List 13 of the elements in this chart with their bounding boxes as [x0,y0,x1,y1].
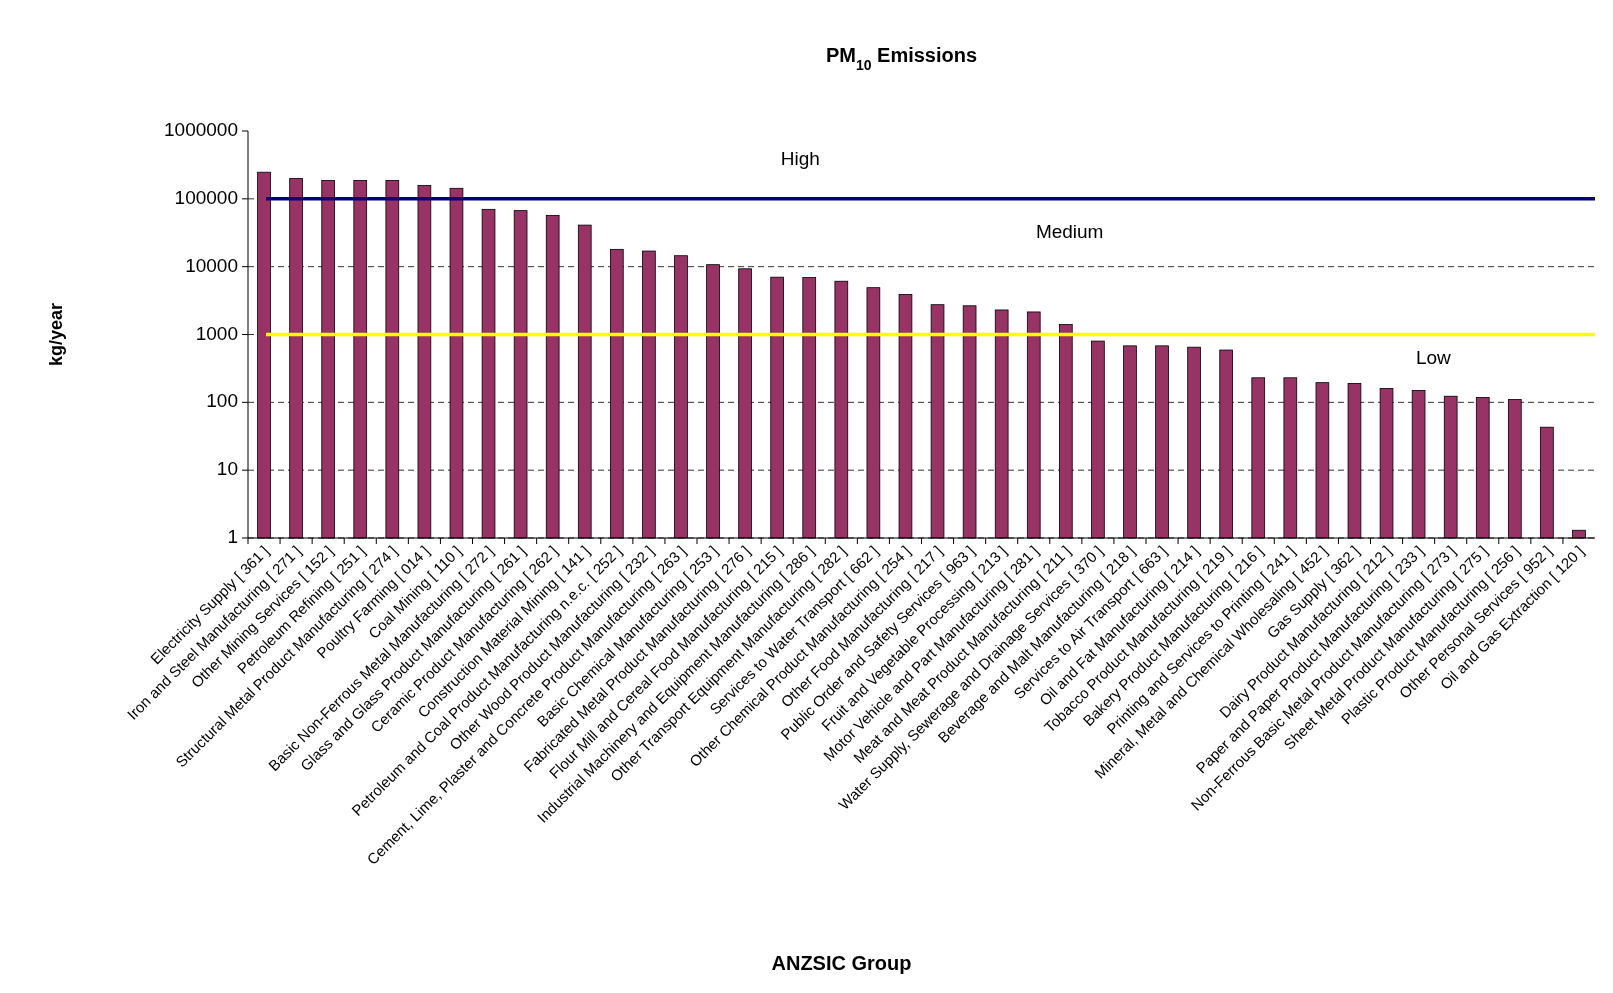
y-axis-title: kg/year [46,302,66,367]
annotation: Low [1415,346,1452,368]
y-tick-label: 1000000 [164,119,238,141]
annotation: High [780,147,820,169]
y-tick-label: 100000 [174,186,238,208]
y-tick-label: 10000 [185,254,238,276]
y-tick-label: 1 [227,526,238,548]
y-tick-label: 100 [206,390,238,412]
chart-title: PM$_{10}$ Emissions [825,44,978,73]
annotation: Medium [1035,220,1104,242]
y-tick-label: 10 [216,458,238,480]
y-tick-label: 1000 [195,322,238,344]
x-axis-title: ANZSIC Group [771,952,912,974]
